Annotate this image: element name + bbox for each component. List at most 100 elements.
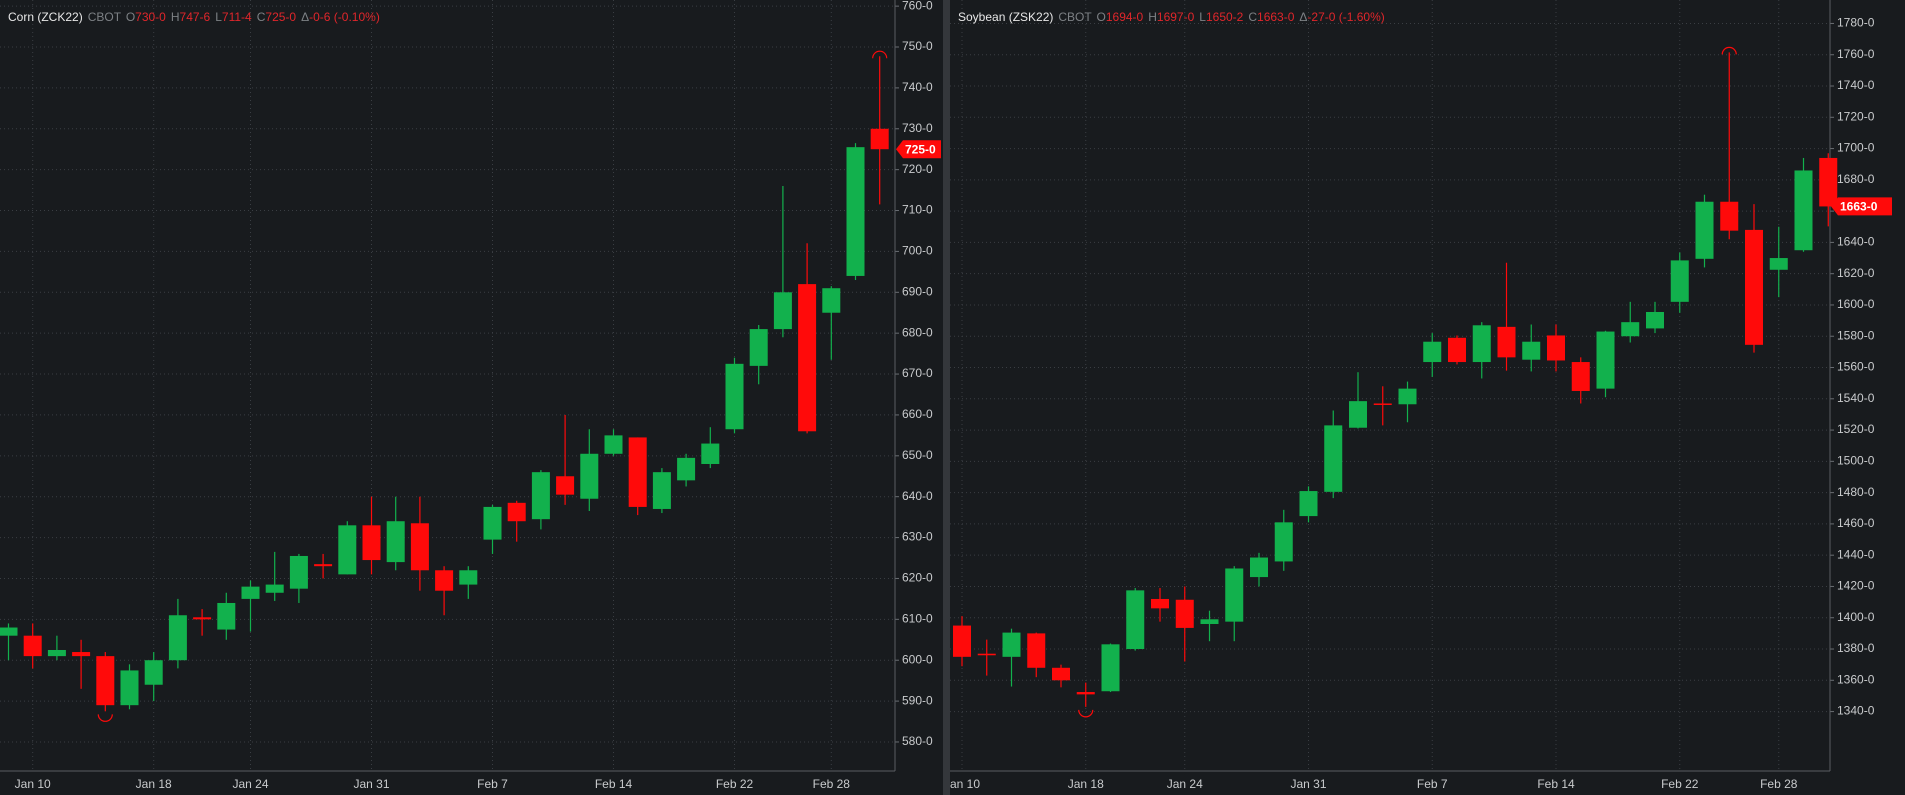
candle-body [1448, 337, 1466, 363]
candle-body [289, 555, 308, 589]
candle-body [1398, 388, 1417, 405]
x-tick-label: Jan 10 [15, 777, 51, 791]
x-tick-label: Jan 31 [1290, 777, 1326, 791]
ohlc-value: -0-6 (-0.10%) [309, 10, 380, 24]
candle-body [1621, 322, 1640, 337]
candle-body [1002, 632, 1021, 657]
candle-body [217, 602, 236, 630]
ohlc-value: 1694-0 [1106, 10, 1144, 24]
candle-body [410, 523, 429, 571]
candle-body [1175, 599, 1194, 628]
y-tick-label: 1580-0 [1837, 328, 1875, 342]
y-tick-label: 580-0 [902, 734, 933, 748]
x-tick-label: Feb 7 [477, 777, 508, 791]
exchange: CBOT [1058, 10, 1092, 24]
y-tick-label: 1540-0 [1837, 391, 1875, 405]
y-tick-label: 1640-0 [1837, 235, 1875, 249]
y-tick-label: 740-0 [902, 80, 933, 94]
candle-body [870, 128, 889, 150]
last-price-badge [896, 140, 941, 159]
candle-body [459, 570, 478, 585]
candle-body [580, 453, 599, 499]
candle-body [1497, 326, 1516, 358]
y-tick-label: 670-0 [902, 366, 933, 380]
candle-body [1522, 341, 1541, 360]
candle-body [1472, 325, 1491, 363]
high-marker [872, 50, 888, 59]
y-tick-label: 590-0 [902, 693, 933, 707]
candle-body [1200, 619, 1219, 624]
candle-body [1225, 568, 1244, 622]
candle-body [120, 670, 139, 706]
last-price-label: 1663-0 [1840, 200, 1878, 214]
y-tick-label: 1520-0 [1837, 422, 1875, 436]
y-tick-label: 1700-0 [1837, 141, 1875, 155]
candle-body [47, 649, 66, 657]
candle-body [507, 502, 526, 522]
candle-body [1274, 522, 1293, 562]
candle-body [96, 656, 115, 706]
y-tick-label: 630-0 [902, 530, 933, 544]
y-tick-label: 1760-0 [1837, 47, 1875, 61]
candle-body [822, 288, 841, 313]
y-tick-label: 1400-0 [1837, 610, 1875, 624]
y-tick-label: 640-0 [902, 489, 933, 503]
x-tick-label: Jan 18 [136, 777, 172, 791]
y-tick-label: 1440-0 [1837, 547, 1875, 561]
y-tick-label: 1500-0 [1837, 454, 1875, 468]
candle-body [144, 660, 163, 685]
candle-body [1769, 258, 1788, 270]
ohlc-key: C [257, 10, 266, 24]
y-tick-label: 1360-0 [1837, 672, 1875, 686]
candle-body [1596, 331, 1615, 389]
soybean-chart: 1340-0 1360-0 1380-0 1400-0 1420-0 1440-0 1460… [950, 0, 1905, 795]
candle-body [652, 472, 671, 509]
candle-body [1720, 201, 1739, 231]
ohlc-key: C [1248, 10, 1257, 24]
candle-body [1250, 557, 1268, 578]
y-tick-label: 610-0 [902, 612, 933, 626]
x-tick-label: Feb 22 [1661, 777, 1699, 791]
candle-body [1695, 201, 1714, 259]
candle-body [168, 615, 187, 661]
y-tick-label: 1420-0 [1837, 579, 1875, 593]
header: Corn (ZCK22) CBOT O730-0 H747-6 L711-4 C725-0… [8, 10, 380, 24]
candle-body [1349, 401, 1367, 428]
y-tick-label: 1480-0 [1837, 485, 1875, 499]
exchange: CBOT [88, 10, 122, 24]
candle-body [362, 525, 381, 561]
y-tick-label: 1560-0 [1837, 360, 1875, 374]
y-tick-label: 1340-0 [1837, 704, 1875, 718]
low-marker [1078, 709, 1094, 718]
candle-body [798, 284, 817, 432]
ohlc-value: 747-6 [180, 10, 211, 24]
x-tick-label: Jan 10 [950, 777, 980, 791]
candle-body [1027, 633, 1046, 668]
candle-body [1745, 229, 1763, 345]
candle-body [1101, 644, 1120, 692]
x-tick-label: Jan 24 [1167, 777, 1203, 791]
y-tick-label: 760-0 [902, 0, 933, 12]
instrument-title: Corn (ZCK22) [8, 10, 83, 24]
x-tick-label: Jan 31 [353, 777, 389, 791]
ohlc-value: 1663-0 [1257, 10, 1295, 24]
candle-body [0, 627, 18, 636]
y-tick-label: 660-0 [902, 407, 933, 421]
candle-body [846, 147, 865, 276]
candle-body [338, 525, 357, 575]
y-tick-label: 710-0 [902, 203, 933, 217]
corn-chart: 580-0 590-0 600-0 610-0 620-0 630-0 640-0 650-0… [0, 0, 943, 795]
ohlc-key: Δ [301, 10, 309, 24]
ohlc-value: 730-0 [135, 10, 166, 24]
candle-body [725, 363, 744, 430]
candle-body [1126, 590, 1145, 650]
candle-body [556, 476, 575, 495]
y-tick-label: 730-0 [902, 121, 933, 135]
ohlc-key: Δ [1299, 10, 1307, 24]
ohlc-key: L [1199, 10, 1206, 24]
ohlc-key: O [126, 10, 135, 24]
candle-body [1373, 403, 1392, 405]
candle-body [1076, 692, 1095, 695]
y-tick-label: 700-0 [902, 244, 933, 258]
candle-body [677, 457, 696, 481]
